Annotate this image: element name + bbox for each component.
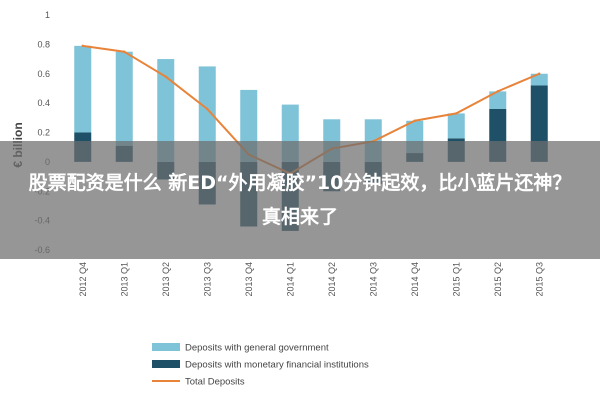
x-tick-label: 2015 Q2 xyxy=(493,262,503,297)
total-deposits-point xyxy=(496,90,499,93)
legend-label: Total Deposits xyxy=(185,377,245,388)
x-tick-label: 2015 Q1 xyxy=(451,262,461,297)
legend-label: Deposits with monetary financial institu… xyxy=(185,360,369,371)
y-tick-label: 0.8 xyxy=(37,39,50,49)
y-tick-label: 0.6 xyxy=(37,69,50,79)
bar-general-government xyxy=(115,51,133,146)
bar-general-government xyxy=(447,113,465,139)
legend: Deposits with general government Deposits… xyxy=(152,343,369,388)
bar-general-government xyxy=(530,73,548,86)
bar-general-government xyxy=(74,45,92,133)
y-tick-label: 0.2 xyxy=(37,128,50,138)
total-deposits-point xyxy=(206,107,209,111)
total-deposits-point xyxy=(164,75,167,78)
total-deposits-point xyxy=(455,112,458,115)
total-deposits-point xyxy=(123,50,126,53)
headline-banner[interactable]: 股票配资是什么 新ED“外用凝胶”10分钟起效，比小蓝片还神？真相来了 xyxy=(0,141,600,259)
bar-general-government xyxy=(157,59,175,162)
legend-swatch xyxy=(152,360,180,368)
x-tick-label: 2014 Q4 xyxy=(410,262,420,297)
total-deposits-point xyxy=(81,44,84,48)
x-tick-label: 2013 Q1 xyxy=(119,262,129,297)
x-tick-label: 2013 Q4 xyxy=(244,262,254,297)
total-deposits-point xyxy=(413,119,416,122)
legend-label: Deposits with general government xyxy=(185,343,329,354)
y-tick-label: 0.4 xyxy=(37,98,50,108)
x-tick-label: 2014 Q1 xyxy=(285,262,295,297)
x-tick-label: 2014 Q2 xyxy=(327,262,337,297)
x-tick-label: 2012 Q4 xyxy=(78,262,88,297)
total-deposits-point xyxy=(538,72,541,75)
x-tick-label: 2013 Q3 xyxy=(202,262,212,297)
headline-text[interactable]: 股票配资是什么 新ED“外用凝胶”10分钟起效，比小蓝片还神？真相来了 xyxy=(28,172,572,228)
x-tick-label: 2013 Q2 xyxy=(161,262,171,297)
bar-general-government xyxy=(198,66,216,162)
bar-general-government xyxy=(489,91,507,109)
x-tick-label: 2014 Q3 xyxy=(368,262,378,297)
y-tick-label: 1 xyxy=(45,10,50,20)
x-axis: 2012 Q4 2013 Q1 2013 Q2 2013 Q3 2013 Q4 2014 … xyxy=(78,262,545,297)
legend-swatch xyxy=(152,343,180,351)
x-tick-label: 2015 Q3 xyxy=(534,262,544,297)
